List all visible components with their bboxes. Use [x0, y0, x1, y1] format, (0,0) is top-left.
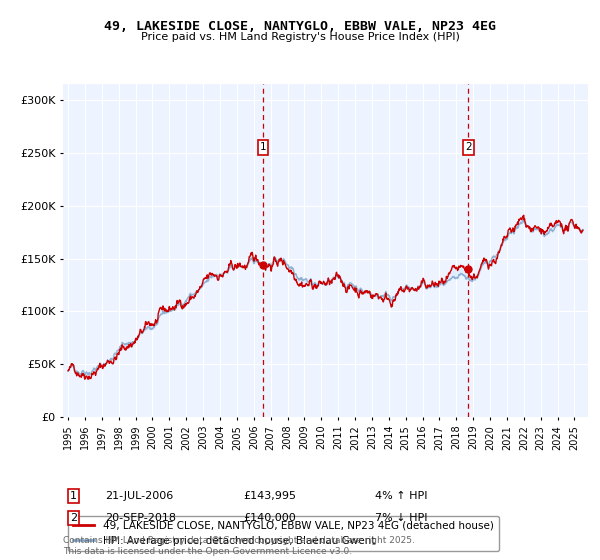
Text: 21-JUL-2006: 21-JUL-2006	[105, 491, 173, 501]
Text: 4% ↑ HPI: 4% ↑ HPI	[375, 491, 427, 501]
Text: 49, LAKESIDE CLOSE, NANTYGLO, EBBW VALE, NP23 4EG: 49, LAKESIDE CLOSE, NANTYGLO, EBBW VALE,…	[104, 20, 496, 32]
Text: 2: 2	[70, 513, 77, 523]
Text: £140,000: £140,000	[243, 513, 296, 523]
Text: 1: 1	[70, 491, 77, 501]
Text: 20-SEP-2018: 20-SEP-2018	[105, 513, 176, 523]
Legend: 49, LAKESIDE CLOSE, NANTYGLO, EBBW VALE, NP23 4EG (detached house), HPI: Average: 49, LAKESIDE CLOSE, NANTYGLO, EBBW VALE,…	[68, 516, 499, 552]
Text: £143,995: £143,995	[243, 491, 296, 501]
Text: Price paid vs. HM Land Registry's House Price Index (HPI): Price paid vs. HM Land Registry's House …	[140, 32, 460, 42]
Text: 7% ↓ HPI: 7% ↓ HPI	[375, 513, 427, 523]
Text: Contains HM Land Registry data © Crown copyright and database right 2025.
This d: Contains HM Land Registry data © Crown c…	[63, 536, 415, 556]
Text: 1: 1	[260, 142, 266, 152]
Text: 2: 2	[465, 142, 472, 152]
